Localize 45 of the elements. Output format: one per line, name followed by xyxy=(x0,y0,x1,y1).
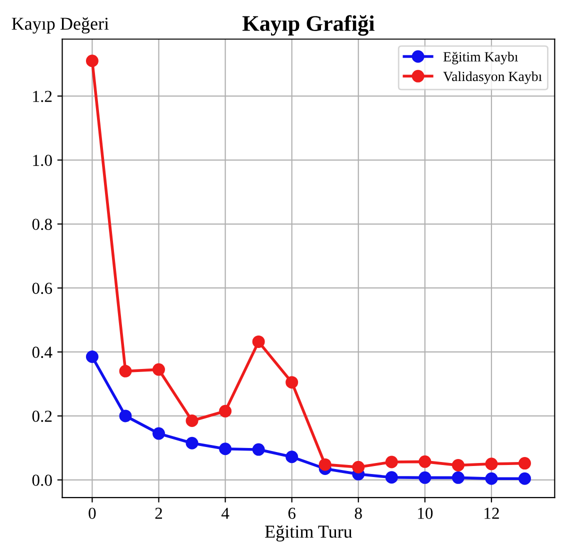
y-tick-label: 0.2 xyxy=(32,410,52,422)
x-tick-label: 8 xyxy=(354,508,362,519)
point xyxy=(385,471,398,484)
point xyxy=(119,410,132,422)
x-tick-label: 2 xyxy=(155,508,162,519)
point xyxy=(385,456,398,468)
x-tick-label: 10 xyxy=(418,508,433,519)
legend-label: Eğitim Kaybı xyxy=(443,52,518,64)
point xyxy=(485,472,498,485)
point xyxy=(518,472,531,485)
point xyxy=(418,455,432,468)
y-tick-label: 1.2 xyxy=(33,90,52,102)
point xyxy=(286,376,298,389)
y-tick-label: 0.0 xyxy=(32,474,52,486)
point xyxy=(186,414,198,427)
point xyxy=(119,364,132,378)
y-tick-label: 0.4 xyxy=(32,346,52,358)
x-tick-label: 6 xyxy=(288,508,296,519)
point xyxy=(252,335,265,348)
point xyxy=(318,458,332,471)
point xyxy=(452,471,464,484)
x-tick-label: 12 xyxy=(484,508,499,519)
point xyxy=(418,471,432,484)
point xyxy=(219,442,232,456)
y-tick-label: 0.6 xyxy=(32,282,52,294)
point xyxy=(352,460,365,474)
point xyxy=(86,350,98,364)
point xyxy=(186,436,198,450)
point xyxy=(485,458,498,470)
point xyxy=(86,54,98,68)
point xyxy=(219,404,232,418)
x-tick-label: 4 xyxy=(221,508,230,519)
point xyxy=(518,457,531,470)
y-tick-label: 1.0 xyxy=(33,154,52,166)
x-axis-title: Eğitim Turu xyxy=(265,525,352,542)
x-tick-label: 0 xyxy=(88,508,96,519)
chart-title: Kayıp Grafiği xyxy=(242,15,374,36)
point xyxy=(152,427,165,440)
point xyxy=(252,443,265,456)
y-tick-label: 0.8 xyxy=(32,218,52,230)
point xyxy=(286,450,298,464)
point xyxy=(452,458,464,472)
y-axis-title: Kayıp Değeri xyxy=(12,17,109,34)
legend-label: Validasyon Kaybı xyxy=(443,71,542,84)
point xyxy=(152,363,165,376)
